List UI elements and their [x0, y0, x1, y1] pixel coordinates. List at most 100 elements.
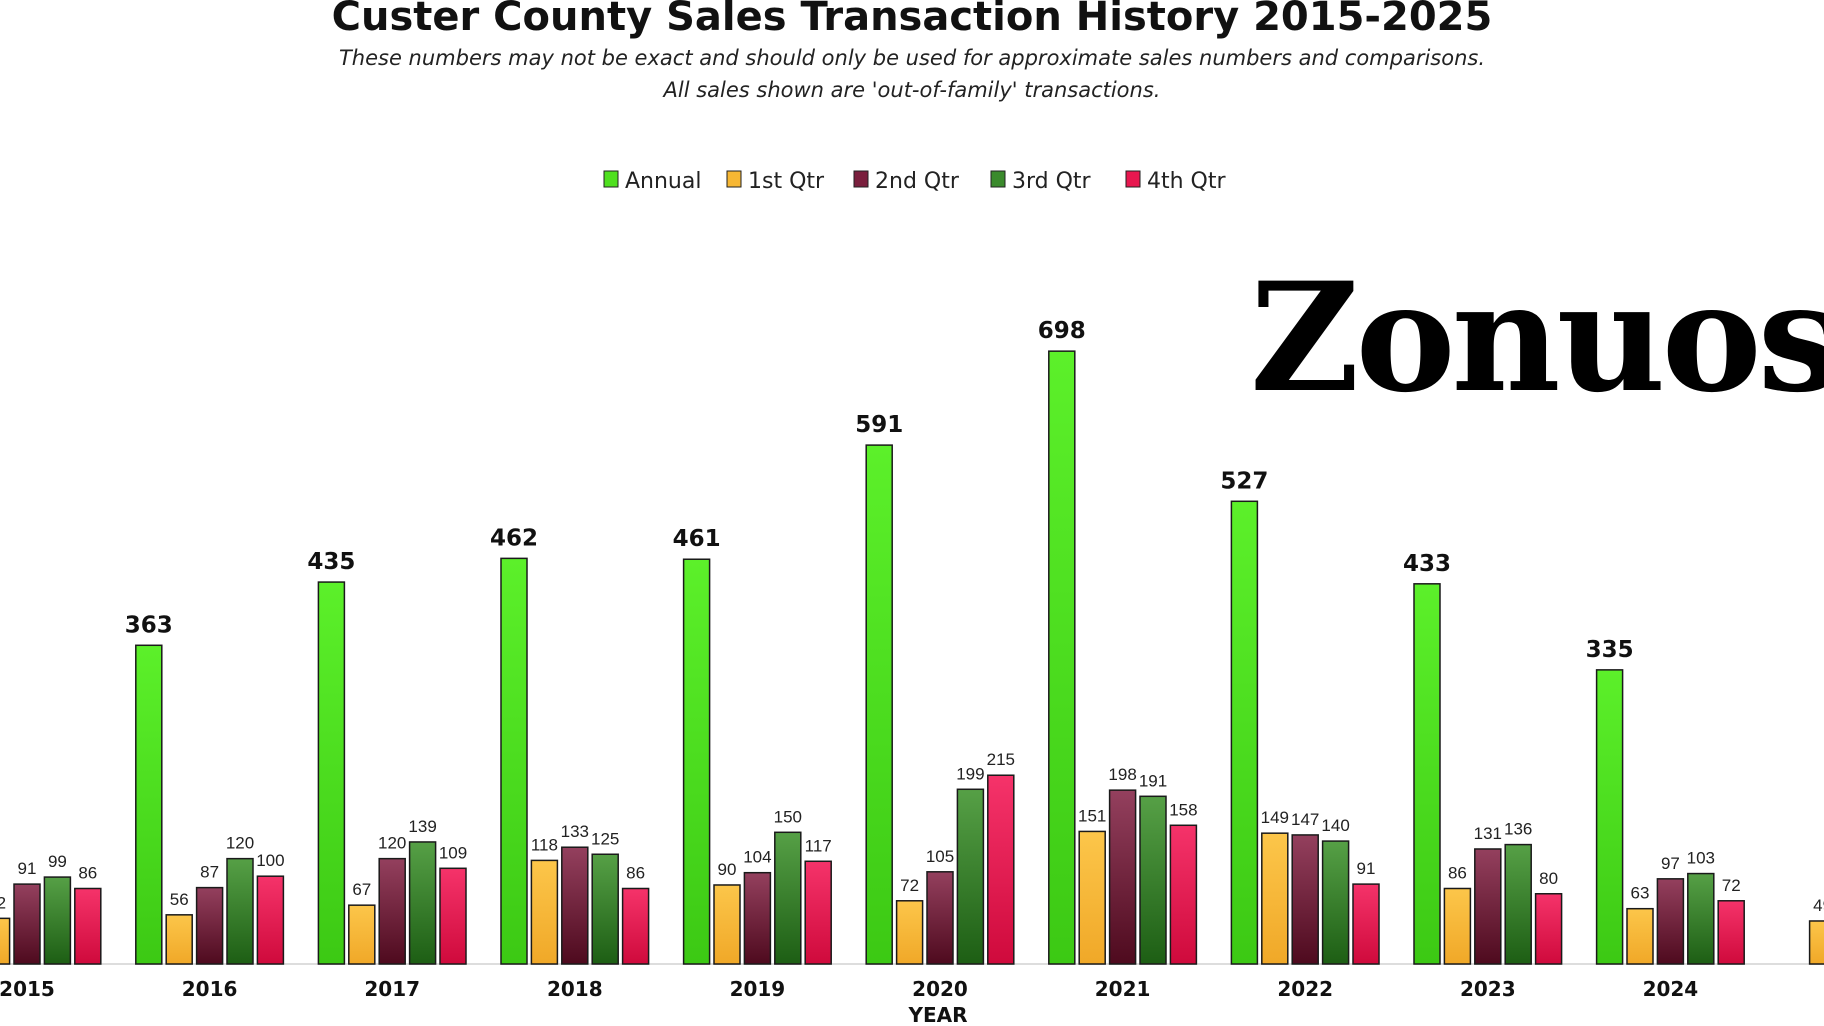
x-tick-label: 2019 [730, 977, 786, 1001]
bar-2nd-qtr-2024 [1656, 878, 1685, 965]
x-tick-label: 2018 [547, 977, 603, 1001]
x-tick-label: 2021 [1095, 977, 1151, 1001]
data-label: 105 [926, 847, 954, 866]
legend-label: Annual [625, 169, 701, 194]
data-label: 139 [408, 817, 436, 836]
bar-2nd-qtr-2023 [1474, 848, 1502, 965]
data-label: 149 [1261, 808, 1289, 827]
bar-1st-qtr-2020 [895, 900, 924, 965]
data-label: 63 [1631, 884, 1650, 903]
data-label: 103 [1687, 849, 1715, 868]
legend-label: 1st Qtr [748, 169, 825, 194]
x-tick-label: 2022 [1277, 977, 1333, 1001]
bar-2nd-qtr-2018 [561, 846, 589, 965]
bar-3rd-qtr-2018 [591, 853, 619, 965]
bar-4th-qtr-2023 [1534, 893, 1563, 965]
data-label: 67 [352, 880, 371, 899]
x-tick-label: 2020 [912, 977, 968, 1001]
data-label: 125 [591, 829, 619, 848]
data-label: 133 [561, 822, 589, 841]
bar-4th-qtr-2019 [804, 860, 832, 965]
data-label: 158 [1169, 800, 1197, 819]
data-label: 698 [1038, 318, 1086, 344]
data-label: 91 [18, 859, 37, 878]
data-label: 335 [1586, 637, 1634, 663]
bar-1st-qtr-2015 [0, 917, 11, 965]
data-label: 363 [125, 612, 173, 638]
data-label: 90 [718, 860, 737, 879]
bar-1st-qtr-2023 [1443, 887, 1472, 965]
data-label: 591 [855, 412, 903, 438]
bar-3rd-qtr-2021 [1139, 795, 1167, 965]
data-label: 97 [1661, 854, 1680, 873]
data-label: 120 [378, 834, 406, 853]
bar-4th-qtr-2018 [621, 887, 650, 965]
x-tick-label: 2015 [0, 977, 55, 1001]
legend-label: 2nd Qtr [875, 169, 960, 194]
legend-swatch [990, 170, 1006, 188]
bar-annual-2020 [865, 444, 893, 965]
bar-2nd-qtr-2021 [1108, 789, 1137, 965]
data-label: 150 [774, 807, 802, 826]
data-label: 100 [256, 851, 284, 870]
bars: 5291998620153635687120100201643567120139… [0, 318, 1824, 1001]
bar-4th-qtr-2021 [1169, 824, 1198, 965]
bar-4th-qtr-2024 [1717, 900, 1745, 965]
bar-annual-2021 [1048, 350, 1076, 965]
data-label: 91 [1357, 859, 1376, 878]
bar-3rd-qtr-2016 [226, 857, 254, 965]
bar-1st-qtr-2016 [165, 914, 193, 965]
bar-3rd-qtr-2022 [1321, 840, 1350, 965]
bar-3rd-qtr-2023 [1504, 843, 1532, 965]
bar-annual-2017 [317, 581, 346, 965]
data-label: 86 [78, 863, 97, 882]
data-label: 52 [0, 893, 6, 912]
data-label: 49 [1813, 896, 1824, 915]
x-tick-label: 2017 [364, 977, 420, 1001]
data-label: 433 [1403, 551, 1451, 577]
bar-4th-qtr-2016 [256, 875, 285, 965]
bar-2nd-qtr-2020 [926, 871, 954, 965]
legend-swatch [853, 170, 869, 188]
chart-title: Custer County Sales Transaction History … [332, 0, 1493, 40]
data-label: 104 [743, 848, 771, 867]
data-label: 72 [1722, 876, 1741, 895]
bar-2nd-qtr-2015 [13, 883, 41, 965]
bar-annual-2023 [1413, 583, 1441, 965]
data-label: 86 [1448, 863, 1467, 882]
data-label: 99 [48, 852, 67, 871]
bar-annual-2022 [1230, 500, 1259, 965]
data-label: 191 [1139, 771, 1167, 790]
bar-annual-2019 [682, 558, 711, 965]
legend-label: 3rd Qtr [1012, 169, 1092, 194]
x-tick-label: 2016 [182, 977, 238, 1001]
data-label: 462 [490, 525, 538, 551]
data-label: 86 [626, 863, 645, 882]
data-label: 72 [900, 876, 919, 895]
bar-2nd-qtr-2017 [378, 857, 406, 965]
legend: Annual 1st Qtr 2nd Qtr 3rd Qtr 4th Qtr [603, 169, 1227, 194]
data-label: 527 [1220, 468, 1268, 494]
data-label: 118 [531, 835, 558, 854]
bar-4th-qtr-2015 [74, 887, 102, 965]
chart-subtitle-line-2: All sales shown are 'out-of-family' tran… [662, 78, 1161, 102]
data-label: 151 [1078, 806, 1106, 825]
data-label: 87 [200, 863, 219, 882]
bar-1st-qtr-2025 [1808, 920, 1824, 965]
chart-subtitle-line-1: These numbers may not be exact and shoul… [339, 46, 1485, 70]
bar-3rd-qtr-2024 [1687, 872, 1715, 965]
bar-1st-qtr-2021 [1078, 830, 1106, 965]
data-label: 461 [673, 526, 721, 552]
bar-4th-qtr-2022 [1352, 883, 1380, 965]
data-label: 140 [1321, 816, 1349, 835]
bar-2nd-qtr-2016 [195, 886, 224, 965]
bar-2nd-qtr-2019 [743, 871, 772, 965]
watermark-logo: Zonuos [1250, 250, 1824, 426]
bar-1st-qtr-2018 [530, 859, 559, 965]
data-label: 131 [1474, 824, 1502, 843]
bar-4th-qtr-2020 [987, 774, 1015, 965]
x-tick-label: 2024 [1643, 977, 1699, 1001]
data-label: 56 [170, 890, 189, 909]
bar-annual-2018 [500, 557, 528, 965]
